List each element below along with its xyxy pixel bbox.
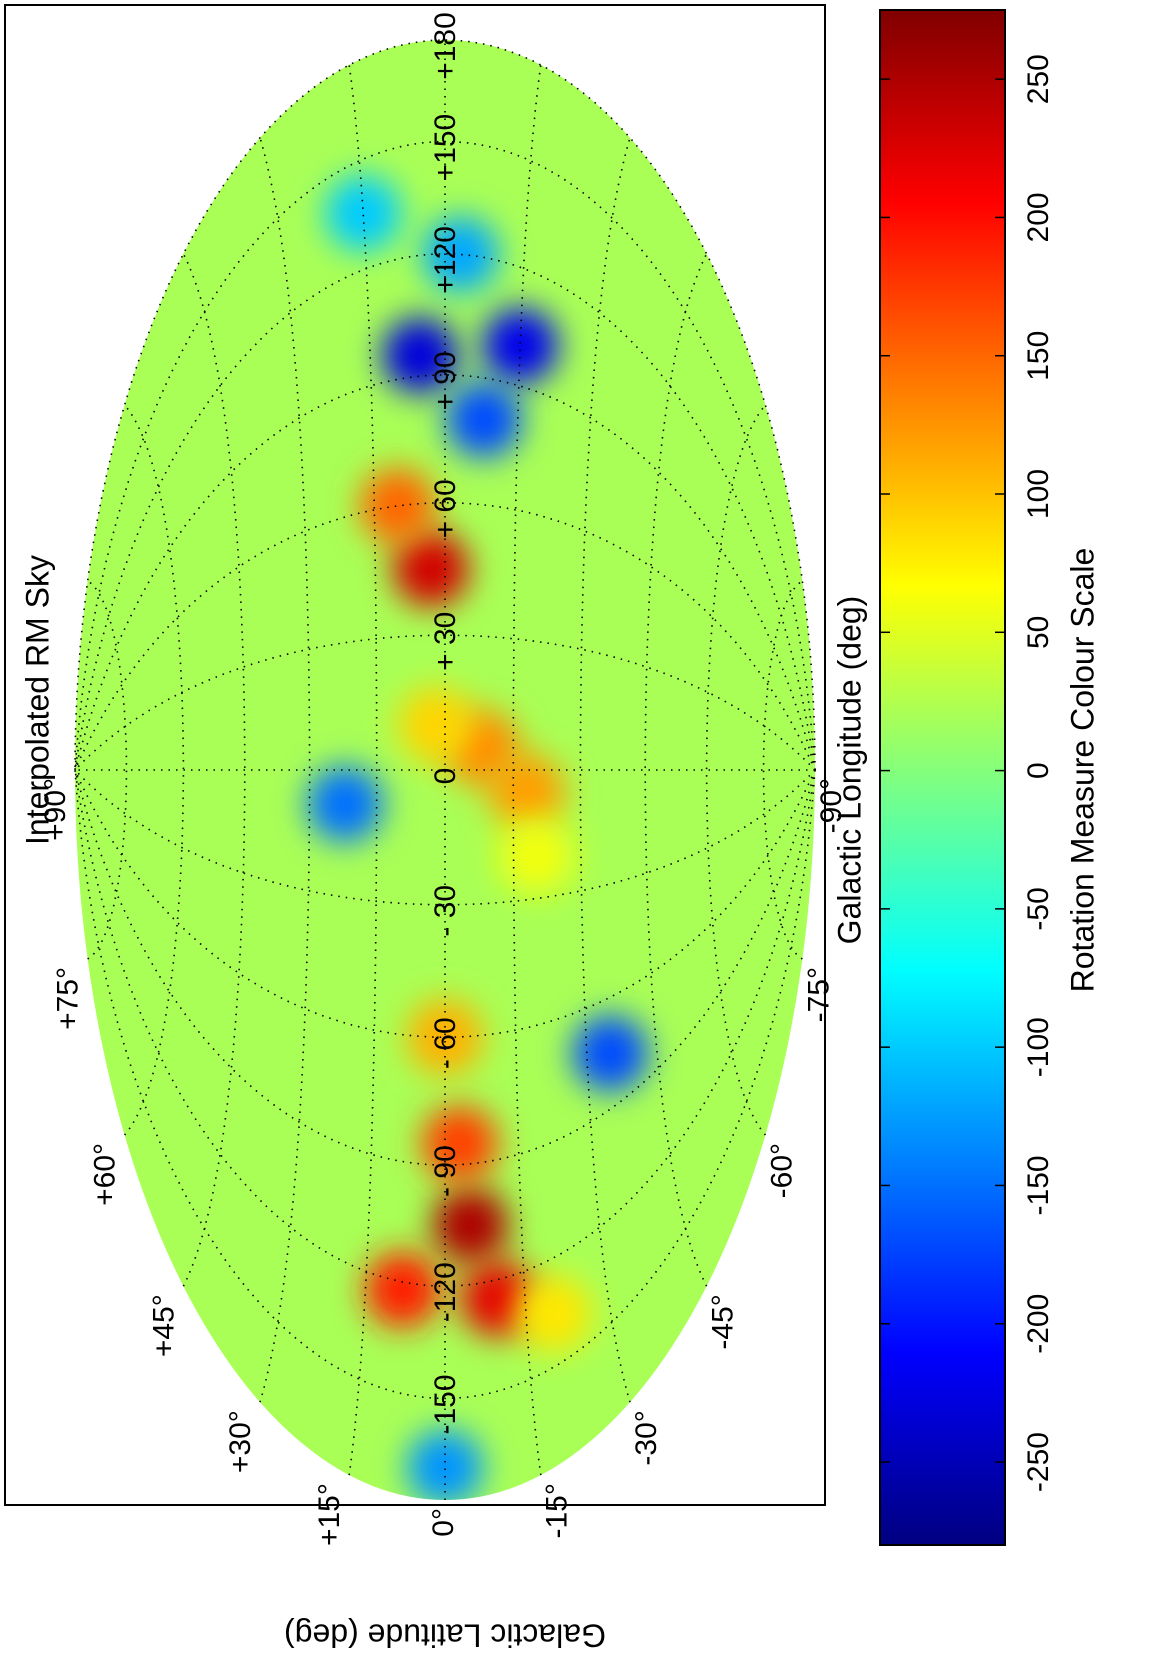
x-tick-label: - 30: [429, 885, 462, 937]
rm-source: [364, 1251, 441, 1328]
x-tick-label: - 60: [429, 1017, 462, 1069]
colorbar-tick-label: -50: [1022, 887, 1055, 930]
rm-source: [407, 1429, 483, 1500]
rm-source: [422, 216, 499, 293]
y-tick-label: +60°: [88, 1143, 121, 1206]
meridian: [74, 634, 816, 771]
parallel: [762, 580, 803, 960]
parallel: [87, 580, 128, 960]
colorbar-tick-label: -200: [1022, 1294, 1055, 1354]
rm-source: [572, 1015, 649, 1092]
rm-source: [382, 317, 459, 394]
rm-source: [393, 530, 470, 607]
parallel: [644, 253, 708, 1287]
colorbar-tick-label: 50: [1022, 616, 1055, 649]
parallel: [182, 253, 246, 1287]
y-axis-label: Galactic Latitude (deg): [284, 1618, 606, 1654]
chart-title: Interpolated RM Sky: [19, 555, 55, 845]
y-tick-label: +75°: [52, 967, 85, 1030]
rm-source: [359, 467, 436, 544]
colorbar-tick-label: -150: [1022, 1155, 1055, 1215]
x-tick-label: + 60: [429, 479, 462, 538]
colorbar-tick-label: -100: [1022, 1017, 1055, 1077]
y-tick-label: +45°: [147, 1294, 180, 1357]
rm-source: [407, 999, 483, 1076]
y-tick-label: -60°: [765, 1143, 798, 1198]
rm-source: [482, 307, 559, 384]
rm-source: [498, 817, 575, 894]
meridian: [74, 769, 816, 1400]
colorbar-label: Rotation Measure Colour Scale: [1064, 548, 1100, 993]
parallel: [348, 64, 378, 1476]
source-layer: [307, 175, 649, 1500]
colorbar-tick-label: 100: [1022, 469, 1055, 519]
sky-baseline: [75, 40, 815, 1500]
colorbar-tick-label: 150: [1022, 331, 1055, 381]
x-tick-label: +120: [429, 226, 462, 294]
colorbar-tick-label: 0: [1022, 762, 1055, 779]
y-tick-label: +90°: [39, 778, 72, 841]
colorbar-tick-label: -250: [1022, 1432, 1055, 1492]
x-axis-label: Galactic Longitude (deg): [831, 596, 867, 945]
rm-source: [397, 686, 474, 763]
colorbar-tick-label: 250: [1022, 54, 1055, 104]
colorbar-tick-label: 200: [1022, 192, 1055, 242]
colorbar: [879, 9, 1006, 1546]
y-tick-label: +30°: [224, 1410, 257, 1473]
y-tick-label: 0°: [427, 1508, 460, 1537]
x-tick-label: - 90: [429, 1145, 462, 1197]
x-tick-label: +150: [429, 114, 462, 182]
x-tick-label: -120: [429, 1262, 462, 1322]
parallel: [512, 64, 542, 1476]
x-tick-label: + 30: [429, 612, 462, 671]
rm-source: [515, 1275, 592, 1352]
y-tick-label: -90°: [815, 778, 848, 833]
rm-source: [325, 175, 402, 252]
x-tick-label: + 90: [429, 351, 462, 410]
meridian: [74, 769, 816, 906]
y-tick-label: -75°: [802, 967, 835, 1022]
y-tick-label: -30°: [630, 1410, 663, 1465]
axes-frame: [4, 4, 826, 1506]
y-tick-label: +15°: [313, 1483, 346, 1546]
x-tick-label: -150: [429, 1374, 462, 1434]
rm-source: [432, 1187, 509, 1264]
rm-source: [488, 753, 565, 830]
x-tick-label: +180: [429, 12, 462, 80]
y-tick-label: -15°: [541, 1483, 574, 1538]
rm-source: [445, 381, 522, 458]
y-tick-label: -45°: [707, 1294, 740, 1349]
rotated-figure: Interpolated RM Sky Galactic Longitude (…: [4, 4, 1100, 1654]
x-tick-label: 0: [429, 768, 462, 785]
rm-source: [307, 766, 384, 843]
